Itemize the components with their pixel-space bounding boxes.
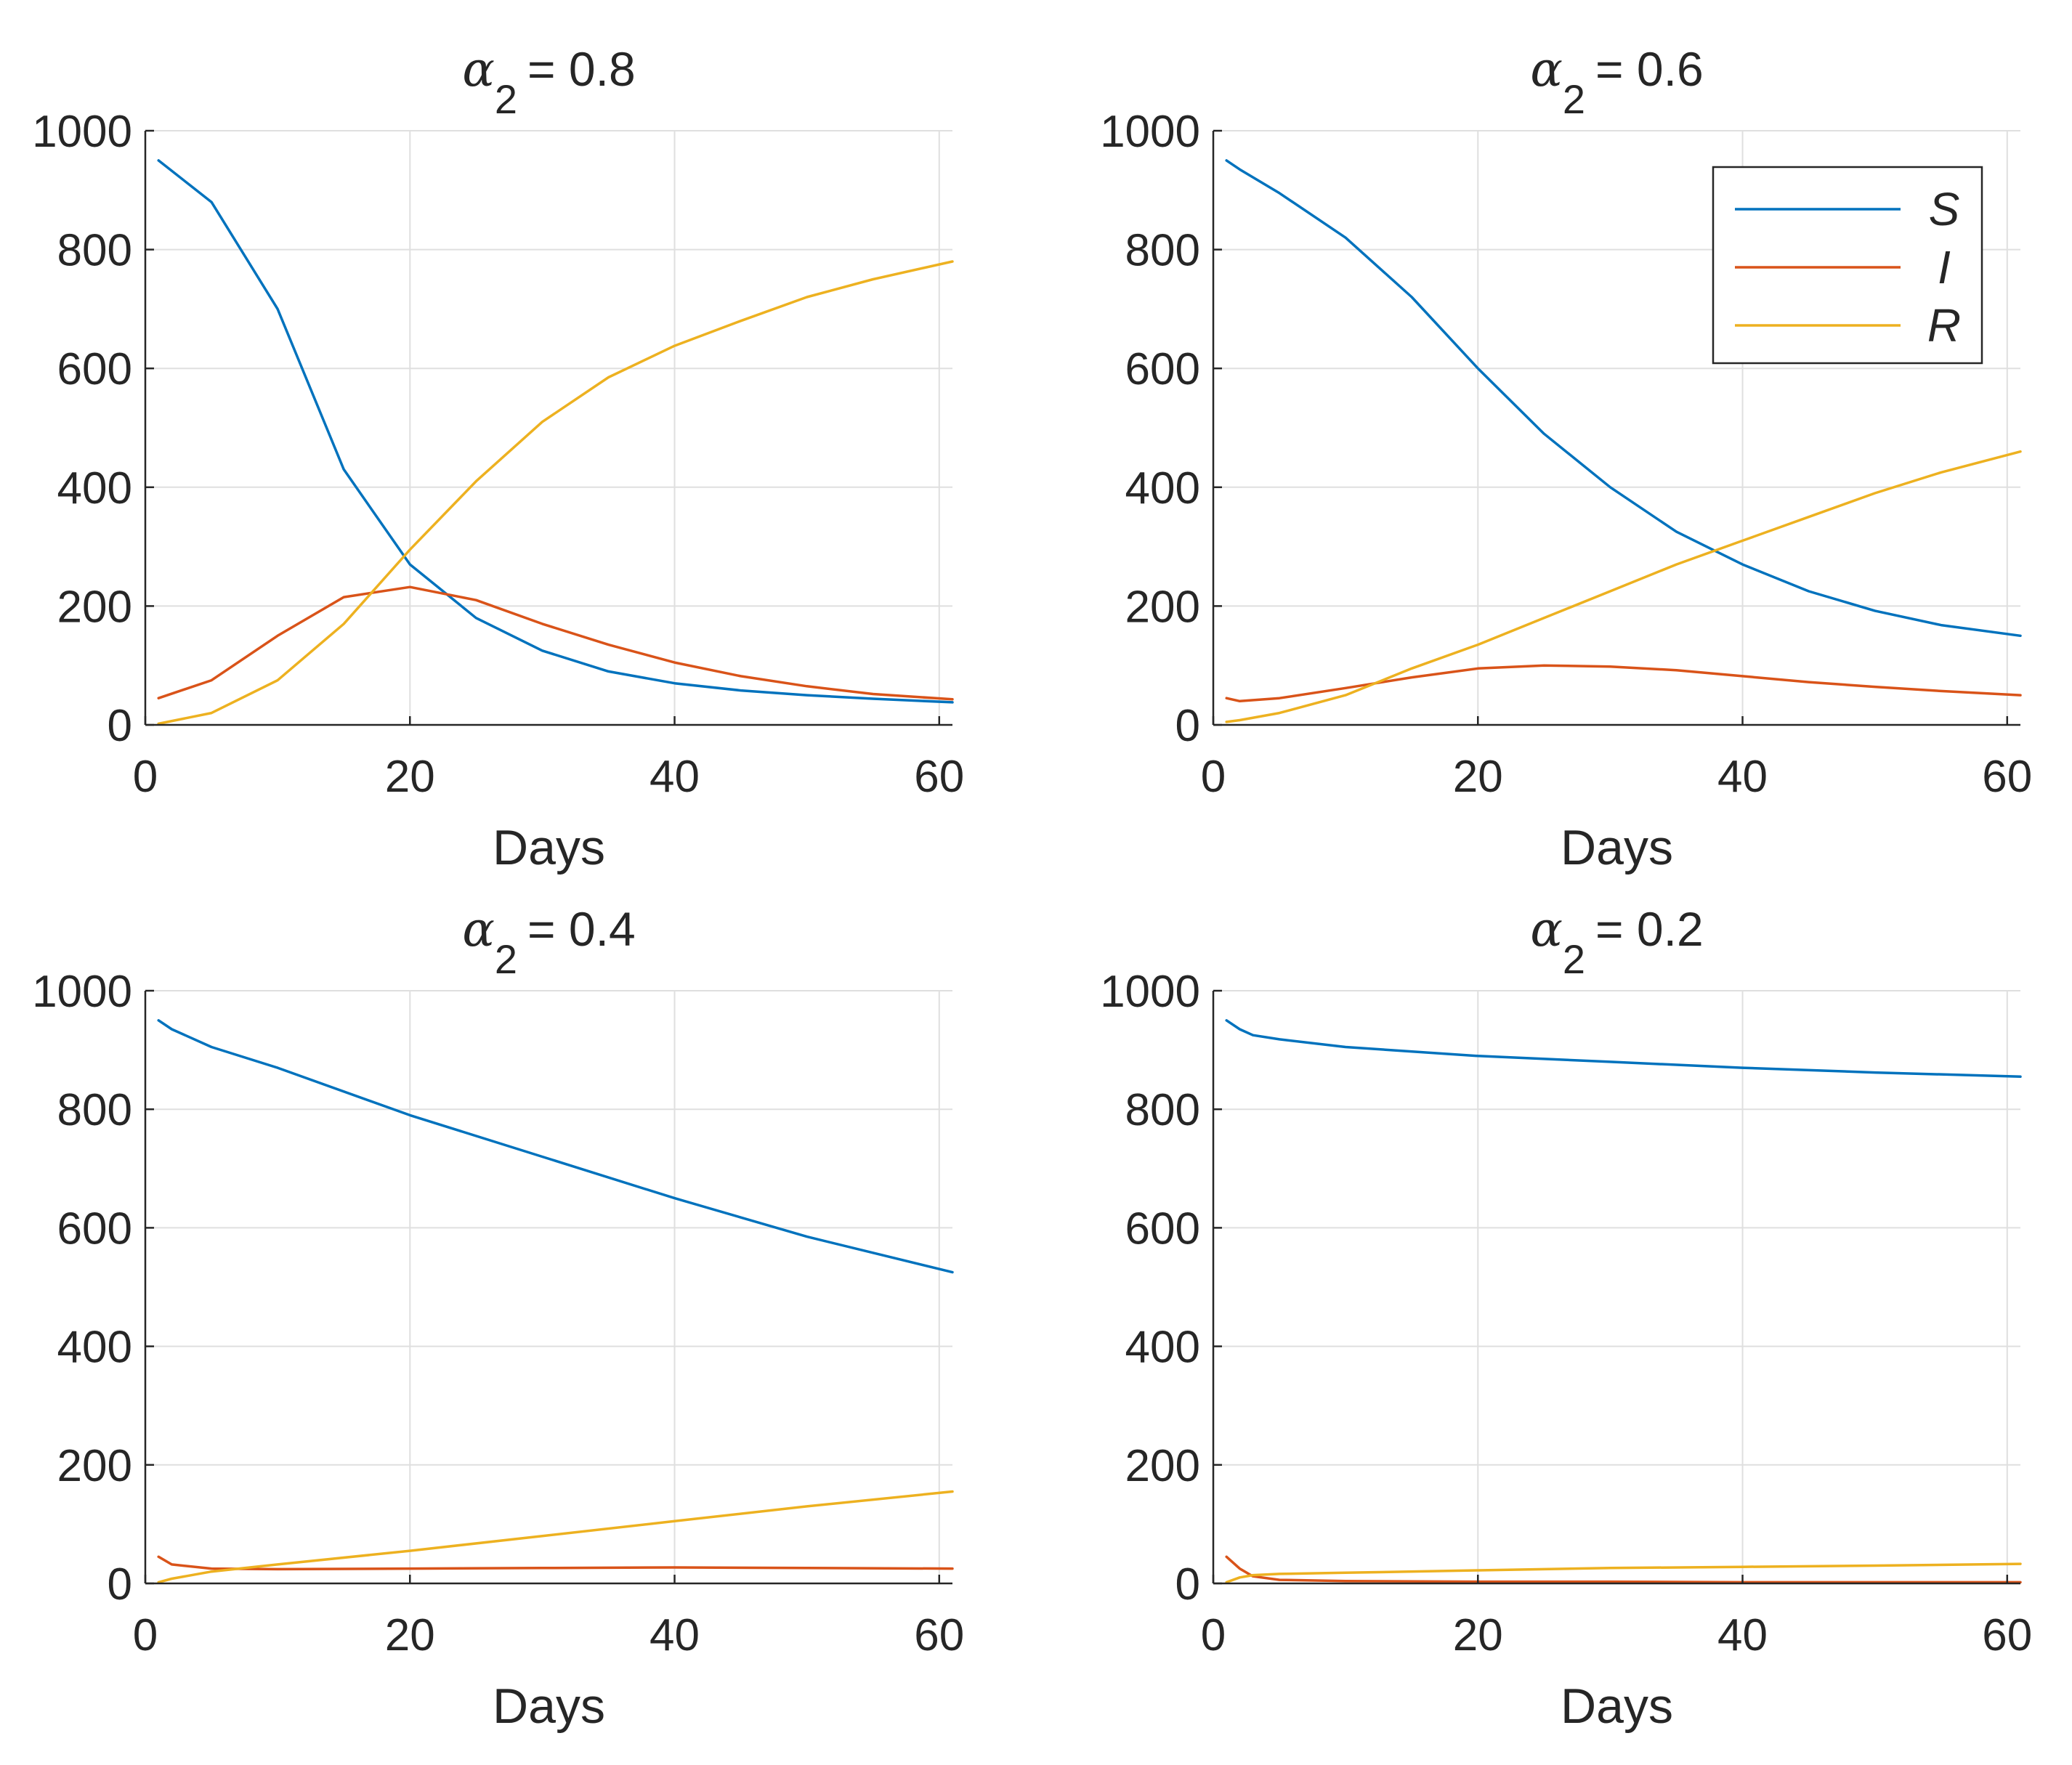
series-line-I [157,585,954,701]
y-tick-label: 400 [57,463,132,514]
y-tick-label: 200 [1125,1441,1200,1491]
series-line-S [157,159,954,704]
series-line-I [157,1555,954,1571]
x-tick-label: 20 [1453,1610,1503,1660]
x-tick-label: 20 [385,752,435,802]
y-tick-label: 1000 [32,967,132,1017]
y-tick-label: 200 [57,582,132,632]
x-axis-label: Days [1561,1679,1673,1734]
x-tick-label: 60 [914,752,964,802]
x-tick-label: 0 [1201,1610,1226,1660]
title-value: = 0.6 [1595,42,1704,96]
title-value: = 0.2 [1595,902,1704,956]
series-line-S [157,1019,954,1274]
y-tick-label: 600 [57,344,132,394]
legend-box [1712,166,1983,365]
legend-label-I: I [1938,241,1951,293]
y-tick-label: 800 [1125,226,1200,276]
x-tick-label: 20 [385,1610,435,1660]
y-tick-label: 1000 [1100,107,1200,157]
title-value: = 0.4 [527,902,636,956]
series-line-S [1225,1019,2022,1079]
title-symbol: α [462,901,495,957]
y-tick-label: 0 [1175,701,1200,751]
y-tick-label: 800 [57,226,132,276]
y-tick-label: 0 [108,1559,132,1610]
y-tick-label: 800 [1125,1085,1200,1135]
series-line-R [157,260,954,726]
subplot-title: α2= 0.4 [462,901,635,982]
title-symbol: α [1530,41,1563,97]
y-tick-label: 1000 [32,107,132,157]
legend-label-S: S [1929,183,1960,235]
title-subscript: 2 [1563,936,1585,982]
x-tick-label: 40 [1717,752,1768,802]
x-tick-label: 40 [1717,1610,1768,1660]
title-symbol: α [1530,901,1563,957]
y-tick-label: 0 [1175,1559,1200,1610]
x-tick-label: 20 [1453,752,1503,802]
title-subscript: 2 [495,936,517,982]
y-tick-label: 600 [1125,344,1200,394]
title-subscript: 2 [495,76,517,122]
x-axis-label: Days [493,1679,605,1734]
subplot-title: α2= 0.8 [462,41,635,122]
x-tick-label: 40 [649,752,700,802]
subplot-title: α2= 0.2 [1530,901,1703,982]
y-tick-label: 400 [1125,463,1200,514]
legend: SIR [1712,166,1983,365]
x-tick-label: 0 [133,1610,158,1660]
y-tick-label: 800 [57,1085,132,1135]
y-tick-label: 600 [57,1204,132,1254]
series-line-I [1225,1555,2022,1584]
x-axis-label: Days [1561,820,1673,875]
title-symbol: α [462,41,495,97]
y-tick-label: 200 [57,1441,132,1491]
x-tick-label: 60 [914,1610,964,1660]
series-line-R [157,1490,954,1584]
y-tick-label: 400 [1125,1323,1200,1373]
series-line-S [1225,159,2022,638]
y-tick-label: 600 [1125,1204,1200,1254]
x-tick-label: 0 [133,752,158,802]
x-axis-label: Days [493,820,605,875]
title-value: = 0.8 [527,42,636,96]
x-tick-label: 40 [649,1610,700,1660]
y-tick-label: 0 [108,701,132,751]
title-subscript: 2 [1563,76,1585,122]
y-tick-label: 400 [57,1323,132,1373]
subplot-title: α2= 0.6 [1530,41,1703,122]
y-tick-label: 1000 [1100,967,1200,1017]
x-tick-label: 0 [1201,752,1226,802]
x-tick-label: 60 [1982,752,2032,802]
series-line-I [1225,664,2022,703]
y-tick-label: 200 [1125,582,1200,632]
series-line-R [1225,450,2022,723]
x-tick-label: 60 [1982,1610,2032,1660]
legend-label-R: R [1927,299,1961,352]
series-line-R [1225,1562,2022,1584]
